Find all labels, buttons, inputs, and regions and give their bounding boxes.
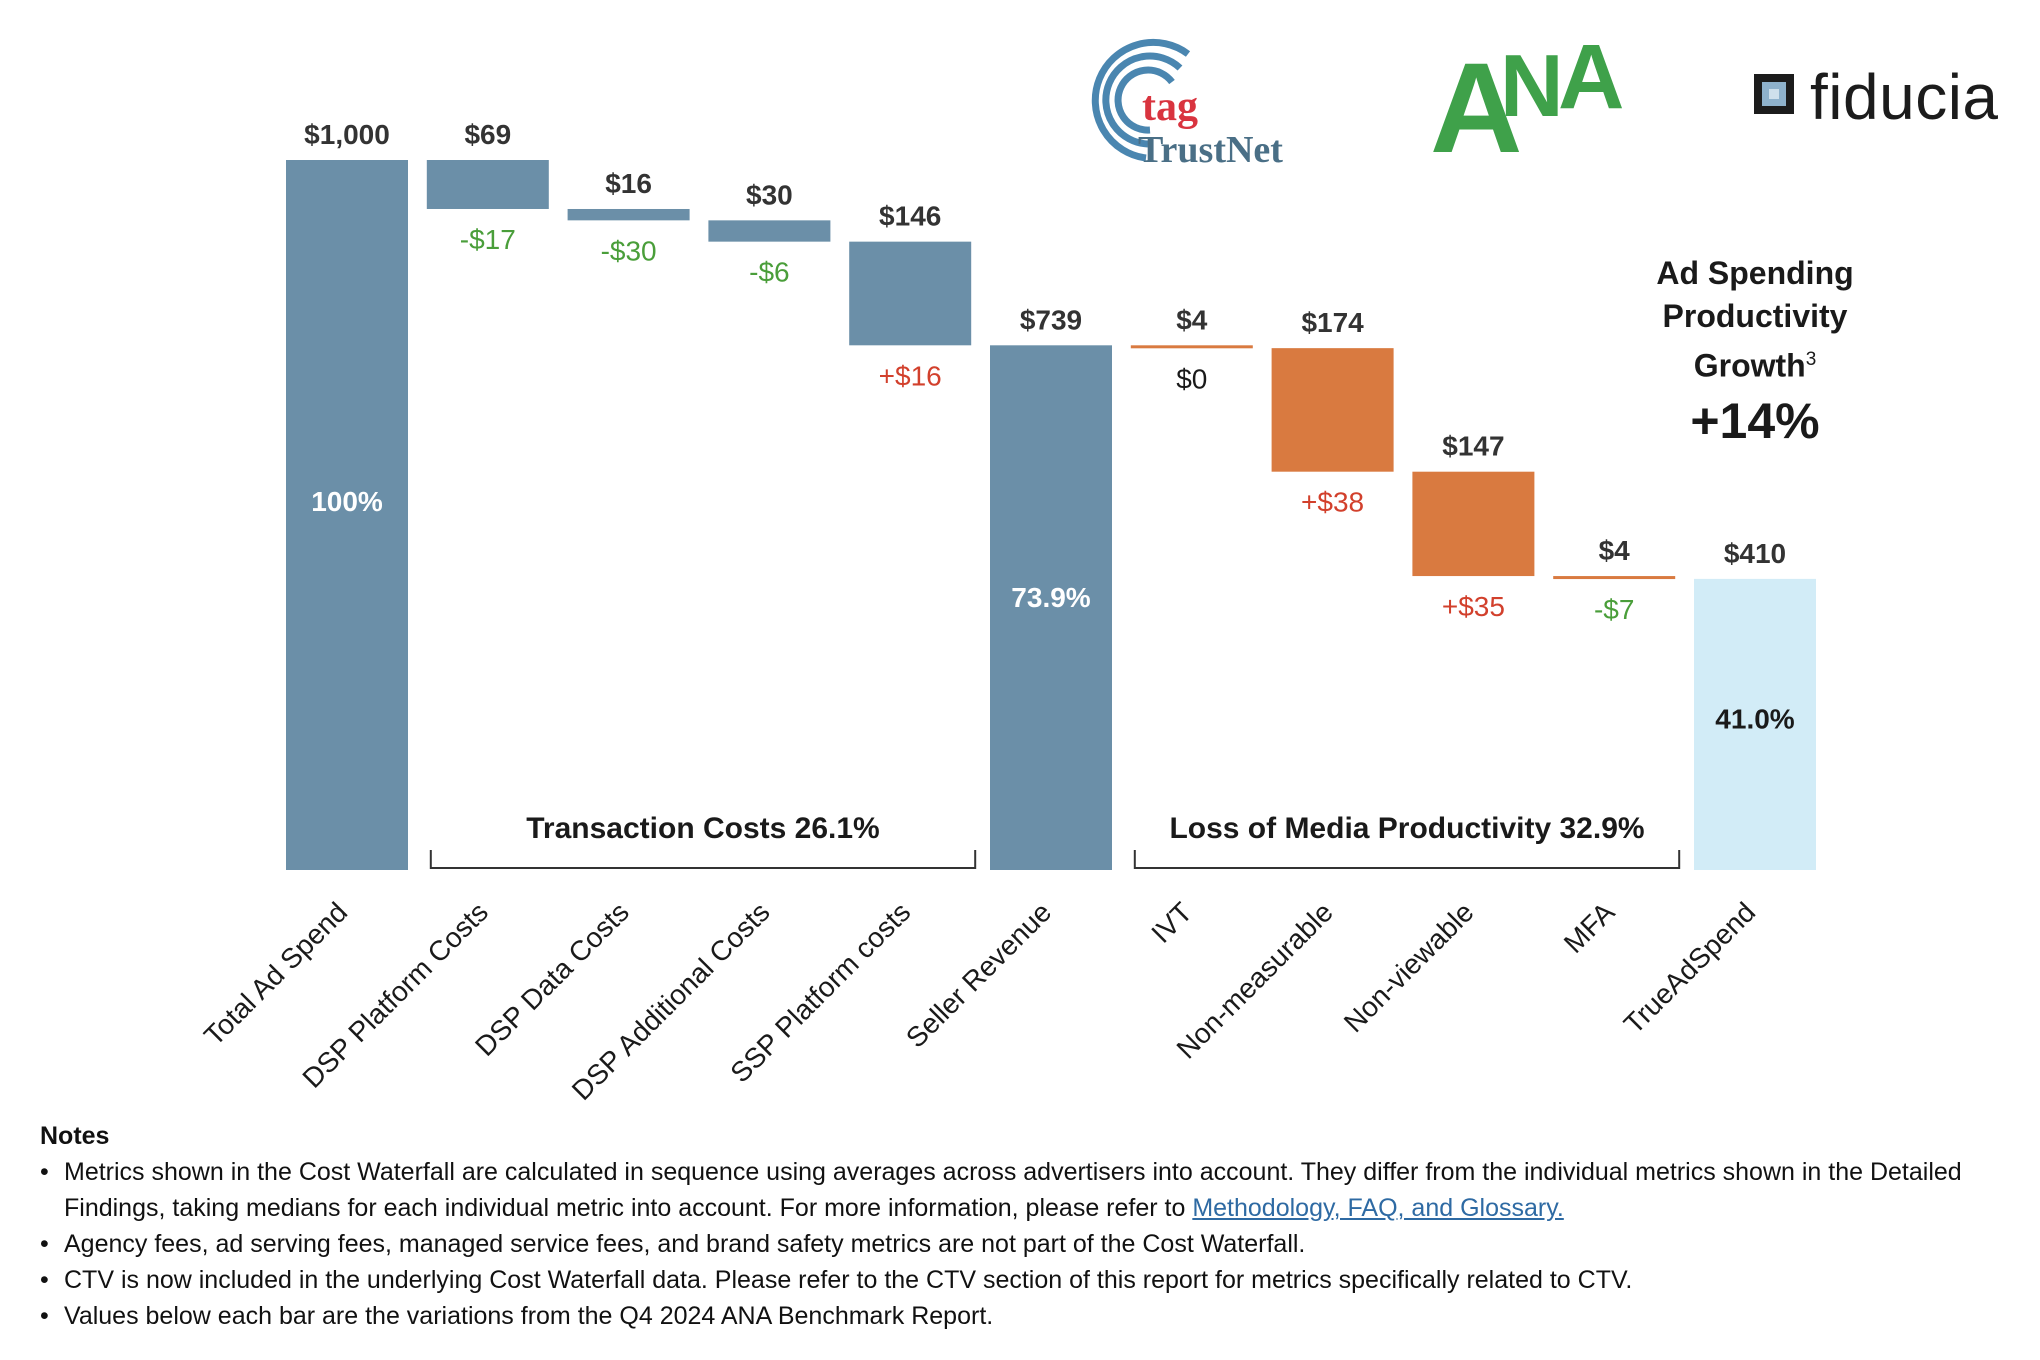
bar-value-label: $174 (1301, 307, 1364, 338)
notes-title: Notes (40, 1122, 110, 1150)
category-tick-label: Non-viewable (1338, 896, 1480, 1038)
fiducia-square-icon (1754, 74, 1794, 114)
category-tick-label: Total Ad Spend (198, 896, 353, 1051)
waterfall-bar (286, 160, 408, 870)
bar-variation-label: -$17 (460, 224, 516, 255)
bar-value-label: $147 (1442, 431, 1504, 462)
bar-value-label: $69 (464, 119, 511, 150)
waterfall-bar (990, 345, 1112, 870)
category-tick-label: TrueAdSpend (1618, 896, 1761, 1039)
waterfall-bar (849, 241, 972, 346)
group-bracket (429, 850, 977, 869)
bar-variation-label: +$38 (1301, 487, 1364, 518)
notes-section: Notes Metrics shown in the Cost Waterfal… (40, 1118, 2000, 1334)
waterfall-bar (1694, 578, 1816, 870)
waterfall-bar (708, 220, 831, 242)
productivity-growth-callout: Ad Spending Productivity Growth3 +14% (1610, 252, 1900, 450)
bar-variation-label: +$35 (1442, 591, 1505, 622)
bar-variation-label: $0 (1176, 363, 1207, 394)
group-bracket-label: Transaction Costs 26.1% (526, 812, 879, 845)
bar-inner-label: 100% (311, 486, 383, 517)
ana-logo: A N A (1430, 26, 1630, 180)
bar-variation-label: -$30 (601, 235, 657, 266)
growth-value: +14% (1690, 392, 1820, 449)
category-tick-label: MFA (1558, 896, 1621, 959)
notes-list: Metrics shown in the Cost Waterfall are … (40, 1154, 2000, 1334)
svg-text:A: A (1558, 36, 1624, 128)
bar-value-label: $146 (879, 201, 941, 232)
tag-trustnet-logo: tag TrustNet (1070, 30, 1330, 171)
waterfall-bar (567, 208, 690, 221)
waterfall-bar (1412, 471, 1535, 577)
fiducia-wordmark: fiducia (1810, 61, 1999, 133)
note-item: CTV is now included in the underlying Co… (40, 1262, 2000, 1298)
waterfall-bar (1130, 345, 1253, 349)
waterfall-bar (1553, 576, 1676, 580)
svg-text:tag: tag (1142, 84, 1198, 130)
note-item: Values below each bar are the variations… (40, 1298, 2000, 1334)
category-tick-label: IVT (1145, 896, 1198, 949)
fiducia-logo: fiducia (1748, 61, 2028, 138)
bar-value-label: $739 (1020, 304, 1082, 335)
bar-value-label: $4 (1599, 535, 1631, 566)
note-item: Agency fees, ad serving fees, managed se… (40, 1226, 2000, 1262)
bar-variation-label: -$6 (749, 257, 789, 288)
svg-text:TrustNet: TrustNet (1138, 129, 1283, 170)
category-tick-label: DSP Data Costs (469, 896, 635, 1062)
category-tick-label: Non-measurable (1171, 896, 1339, 1064)
growth-title-line3: Growth3 (1693, 347, 1817, 384)
growth-title-line1: Ad Spending (1656, 255, 1854, 291)
bar-value-label: $4 (1176, 304, 1208, 335)
bar-value-label: $16 (605, 168, 652, 199)
group-bracket (1133, 850, 1681, 869)
waterfall-bar (426, 160, 549, 209)
group-bracket-label: Loss of Media Productivity 32.9% (1169, 812, 1644, 845)
bar-value-label: $1,000 (304, 119, 390, 150)
waterfall-bar (1271, 348, 1394, 472)
footnote-mark: 3 (1805, 349, 1817, 370)
bar-inner-label: 73.9% (1011, 582, 1090, 613)
growth-title-line2: Productivity (1662, 298, 1848, 334)
bar-value-label: $30 (746, 179, 793, 210)
methodology-link[interactable]: Methodology, FAQ, and Glossary. (1192, 1194, 1564, 1222)
note-item: Metrics shown in the Cost Waterfall are … (40, 1154, 2000, 1226)
bar-value-label: $410 (1724, 538, 1786, 569)
svg-text:N: N (1500, 36, 1564, 135)
bar-inner-label: 41.0% (1715, 704, 1794, 735)
bar-variation-label: +$16 (879, 360, 942, 391)
category-tick-label: Seller Revenue (900, 896, 1057, 1053)
bar-variation-label: -$7 (1594, 594, 1634, 625)
